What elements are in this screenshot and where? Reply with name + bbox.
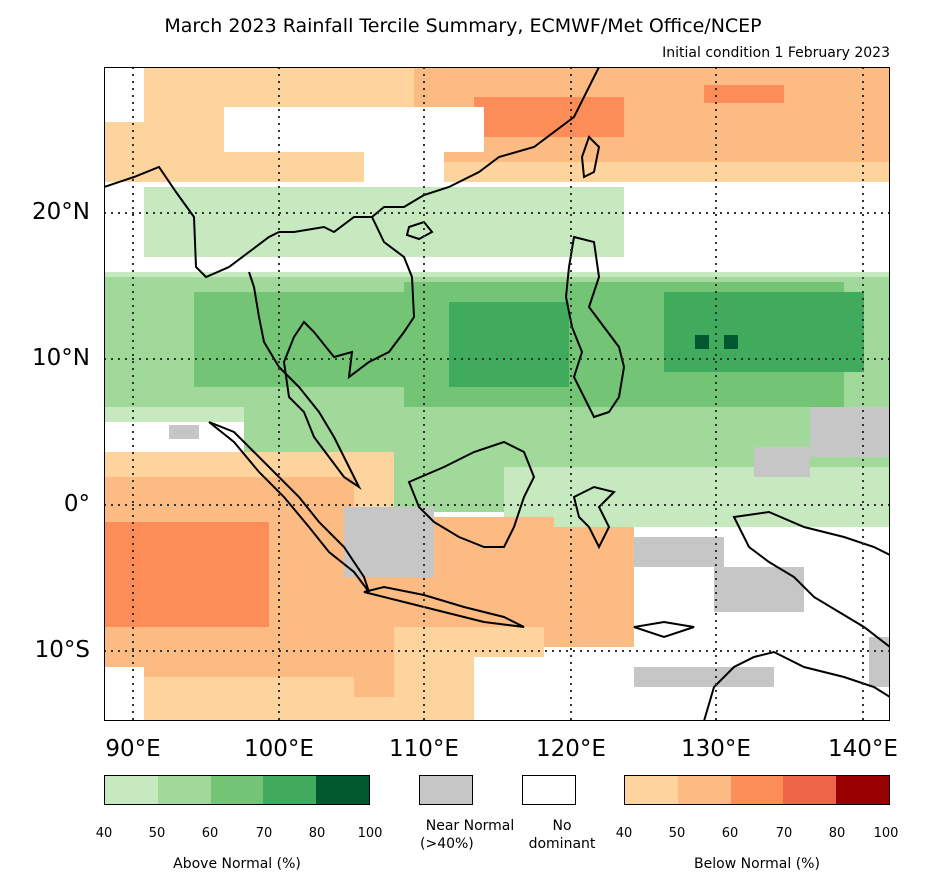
coastline-sumatra (208, 421, 370, 593)
above-tick: 70 (255, 826, 273, 841)
near-normal-patch (754, 447, 810, 477)
below-tick: 50 (668, 826, 686, 841)
below-normal-colorbar (624, 775, 890, 805)
coastline-borneo (407, 440, 536, 548)
no-dominant-swatch (522, 775, 576, 805)
no-dominant-label: No dominant (512, 817, 612, 853)
no-dominant-patch (474, 657, 594, 721)
lat-label-20n: 20°N (32, 199, 90, 225)
coastline-hainan (405, 220, 434, 241)
above-tick: 50 (148, 826, 166, 841)
below-normal-region-northeast-peak (704, 85, 784, 103)
coastline-timor (633, 620, 695, 639)
lon-label-110e: 110°E (389, 736, 459, 762)
above-normal-region-peak (695, 335, 709, 349)
near-normal-patch (634, 537, 724, 567)
colorbar-swatch-above-60-70 (210, 776, 264, 804)
map-subtitle: Initial condition 1 February 2023 (662, 45, 890, 61)
lon-label-90e: 90°E (105, 736, 161, 762)
near-normal-swatch (419, 775, 473, 805)
above-tick: 100 (357, 826, 383, 841)
above-normal-region-peak (724, 335, 738, 349)
below-normal-region-north-peak (474, 97, 624, 137)
coastline-mainland-asia (104, 67, 600, 279)
no-dominant-label-line1: No (552, 818, 572, 834)
colorbar-swatch-below-60-70 (730, 776, 784, 804)
above-tick: 80 (308, 826, 326, 841)
map-area (104, 67, 890, 721)
coastline-indochina (248, 216, 416, 490)
colorbar-swatch-below-70-80 (783, 776, 837, 804)
above-normal-region-higher (449, 302, 569, 387)
no-dominant-patch (224, 107, 484, 152)
lat-label-10n: 10°N (32, 345, 90, 371)
lon-label-130e: 130°E (681, 736, 751, 762)
near-normal-patch (869, 637, 890, 687)
map-title: March 2023 Rainfall Tercile Summary, ECM… (164, 15, 762, 37)
coastline-philippines (564, 235, 626, 419)
near-normal-label-line1: Near Normal (425, 818, 515, 834)
lat-label-equator: 0° (63, 491, 90, 517)
lon-label-140e: 140°E (828, 736, 898, 762)
colorbar-swatch-above-50-60 (157, 776, 211, 804)
lon-label-120e: 120°E (536, 736, 606, 762)
colorbar-swatch-below-40-50 (625, 776, 678, 804)
below-normal-label: Below Normal (%) (694, 856, 820, 872)
coastline-sulawesi (572, 485, 616, 550)
below-tick: 70 (775, 826, 793, 841)
coastline-taiwan (580, 135, 601, 179)
no-dominant-label-line2: dominant (528, 836, 596, 852)
colorbar-swatch-above-40-50 (105, 776, 158, 804)
above-normal-region (144, 187, 624, 257)
below-tick: 100 (873, 826, 899, 841)
near-normal-patch (169, 425, 199, 439)
lon-label-100e: 100°E (244, 736, 314, 762)
near-normal-patch (344, 507, 434, 577)
above-tick: 60 (201, 826, 219, 841)
coastline-new-guinea (732, 510, 890, 649)
near-normal-patch (810, 407, 890, 457)
above-normal-region-southedge (504, 467, 890, 527)
no-dominant-patch (104, 667, 144, 721)
above-normal-colorbar (104, 775, 370, 805)
above-tick: 40 (95, 826, 113, 841)
no-dominant-patch (624, 185, 890, 215)
no-dominant-patch (104, 67, 144, 122)
rainfall-map (104, 67, 890, 721)
above-normal-label: Above Normal (%) (173, 856, 301, 872)
graticule (104, 67, 890, 721)
tercile-shading (104, 67, 890, 721)
colorbar-swatch-above-80-100 (316, 776, 369, 804)
lat-label-10s: 10°S (34, 637, 90, 663)
near-normal-label-line2: (>40%) (420, 836, 474, 852)
below-tick: 80 (828, 826, 846, 841)
no-dominant-patch (364, 152, 444, 192)
below-tick: 40 (615, 826, 633, 841)
coastlines (104, 67, 890, 721)
below-normal-patch (544, 527, 634, 647)
colorbar-swatch-above-70-80 (263, 776, 317, 804)
below-tick: 60 (721, 826, 739, 841)
near-normal-patch (634, 667, 774, 687)
colorbar-swatch-below-80-100 (836, 776, 889, 804)
colorbar-swatch-below-50-60 (677, 776, 731, 804)
near-normal-label: Near Normal (>40%) (410, 817, 530, 853)
below-normal-region-southwest-peak (104, 522, 269, 627)
